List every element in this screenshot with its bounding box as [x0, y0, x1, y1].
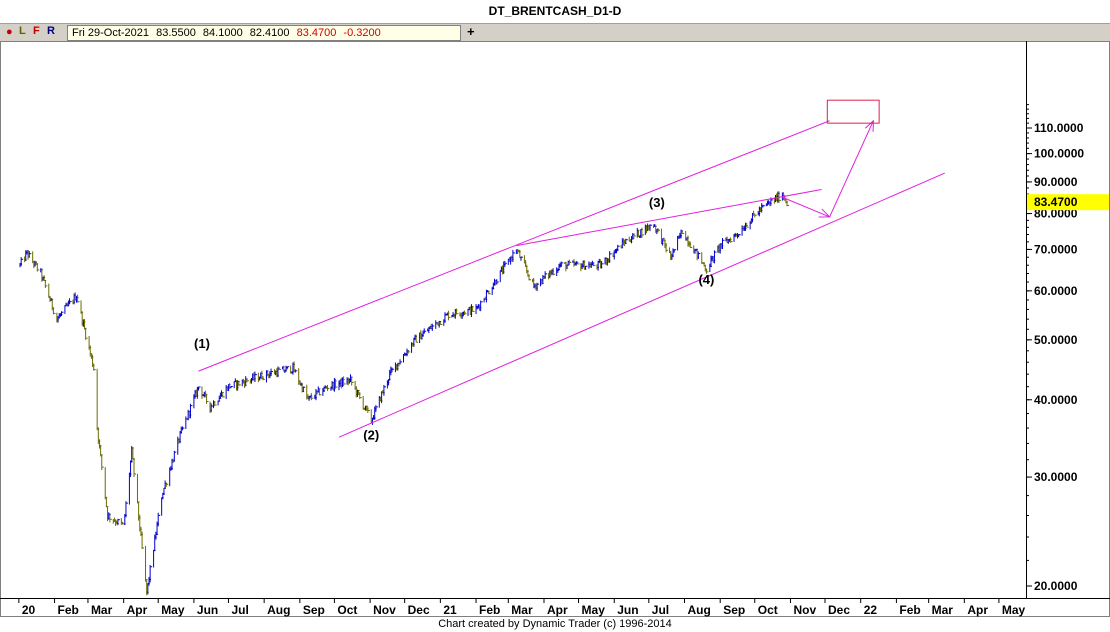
x-tick-label: Dec — [828, 603, 850, 617]
x-tick-label: May — [582, 603, 606, 617]
plus-icon[interactable]: + — [467, 24, 475, 39]
time-axis: 20 Feb Mar Apr May Jun Jul Aug Sep Oct Nov Dec 21 Feb… — [18, 598, 1026, 617]
trend-line — [516, 188, 822, 247]
window-title: DT_BRENTCASH_D1-D — [488, 4, 622, 18]
x-tick-label: Mar — [511, 603, 533, 617]
x-tick-label: Feb — [899, 603, 920, 617]
target-box — [826, 99, 880, 124]
wave-label: (3) — [649, 195, 665, 210]
ohlc-low: 82.4100 — [249, 27, 290, 39]
x-tick-label: Jun — [197, 603, 218, 617]
x-tick-label: Feb — [58, 603, 79, 617]
current-price-label: 83.4700 — [1034, 195, 1078, 209]
x-tick-label: Dec — [408, 603, 430, 617]
y-tick-label: 90.0000 — [1034, 175, 1078, 189]
price-bars — [19, 191, 789, 596]
x-tick-label: May — [1002, 603, 1026, 617]
x-tick-label: Nov — [793, 603, 816, 617]
x-tick-label: Aug — [267, 603, 290, 617]
projection-arrowhead — [864, 119, 874, 132]
wave-label: (4) — [698, 272, 714, 287]
r-button[interactable]: R — [47, 25, 55, 37]
ohlc-open: 83.5500 — [156, 27, 196, 39]
y-tick-label: 20.0000 — [1034, 579, 1078, 593]
x-tick-label: Sep — [723, 603, 745, 617]
projection-leg — [782, 196, 830, 218]
y-tick-label: 100.0000 — [1034, 147, 1084, 161]
info-toolbar: ● L F R Fri 29-Oct-2021 83.5500 84.1000 … — [0, 23, 1110, 42]
x-tick-label: Apr — [547, 603, 568, 617]
y-tick-label: 70.0000 — [1034, 242, 1078, 256]
price-axis: 110.0000100.000090.000080.000070.000060.… — [1026, 104, 1109, 593]
chart-credit: Chart created by Dynamic Trader (c) 1996… — [438, 618, 672, 630]
current-price-tag — [1027, 194, 1109, 211]
wave-label: (2) — [363, 428, 379, 443]
x-tick-label: Feb — [479, 603, 500, 617]
ohlc-high: 84.1000 — [202, 27, 243, 39]
x-tick-label: Mar — [932, 603, 954, 617]
x-tick-label: Apr — [967, 603, 988, 617]
ohlc-date: Fri 29-Oct-2021 — [72, 27, 150, 39]
ohlc-readout: Fri 29-Oct-2021 83.5500 84.1000 82.4100 … — [67, 25, 461, 41]
x-tick-label: Aug — [688, 603, 711, 617]
y-tick-label: 60.0000 — [1034, 284, 1078, 298]
ohlc-change: -0.3200 — [343, 27, 381, 39]
price-chart[interactable]: (1)(2)(3)(4) 110.0000100.000090.000080.0… — [0, 41, 1110, 617]
trend-line — [338, 172, 945, 438]
x-tick-label: Oct — [337, 603, 357, 617]
x-tick-label: 20 — [22, 603, 36, 617]
y-tick-label: 50.0000 — [1034, 333, 1078, 347]
x-tick-label: Mar — [91, 603, 113, 617]
trend-lines — [198, 99, 945, 438]
x-tick-label: Jul — [231, 603, 248, 617]
x-tick-label: Apr — [127, 603, 148, 617]
trend-line — [198, 120, 830, 372]
x-tick-label: Jul — [652, 603, 669, 617]
y-tick-label: 30.0000 — [1034, 470, 1078, 484]
x-tick-label: 22 — [864, 603, 878, 617]
wave-labels: (1) (2) (3) (4) — [194, 195, 714, 443]
red-dot-icon[interactable]: ● — [6, 26, 13, 38]
f-button[interactable]: F — [33, 25, 40, 37]
y-tick-label: 40.0000 — [1034, 393, 1078, 407]
ohlc-close: 83.4700 — [296, 27, 337, 39]
x-tick-label: Sep — [303, 603, 325, 617]
chart-border — [0, 41, 1110, 617]
x-tick-label: Nov — [373, 603, 396, 617]
x-tick-label: Oct — [758, 603, 778, 617]
x-tick-label: 21 — [443, 603, 457, 617]
x-tick-label: Jun — [617, 603, 638, 617]
y-tick-label: 110.0000 — [1034, 121, 1084, 135]
projection-leg — [829, 120, 874, 218]
x-tick-label: May — [161, 603, 185, 617]
line-button[interactable]: L — [19, 25, 26, 37]
wave-label: (1) — [194, 336, 210, 351]
chart-frame — [0, 41, 1110, 617]
